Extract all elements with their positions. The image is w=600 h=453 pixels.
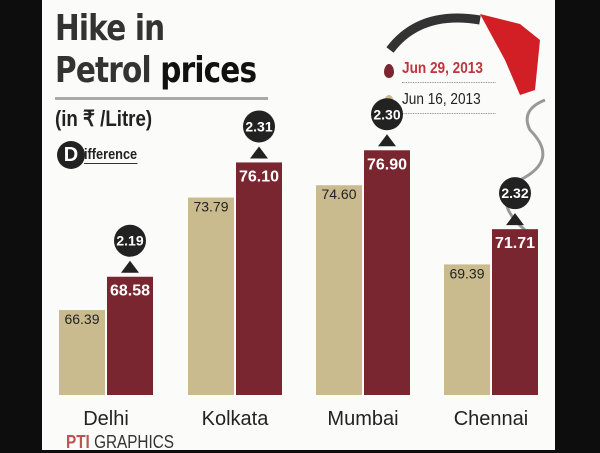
value-label-jun16: 74.60 [321, 186, 356, 202]
category-label: Kolkata [202, 408, 270, 430]
category-label: Mumbai [327, 408, 398, 430]
difference-label: ifference [84, 146, 138, 164]
value-label-jun29: 76.10 [239, 168, 279, 185]
bar-jun29-kolkata [236, 162, 282, 395]
difference-label: 2.30 [373, 106, 400, 122]
credit: PTI GRAPHICS [66, 432, 175, 452]
difference-label: 2.31 [245, 118, 272, 134]
bar-jun16-delhi [59, 310, 105, 395]
bar-jun29-delhi [107, 276, 153, 395]
fuel-nozzle-icon [386, 13, 546, 232]
difference-pointer [250, 146, 268, 159]
bar-jun29-chennai [492, 229, 538, 395]
difference-pointer [121, 260, 139, 273]
difference-pointer [506, 213, 524, 226]
difference-badge [371, 98, 403, 131]
category-label: Delhi [83, 408, 129, 430]
value-label-jun16: 69.39 [449, 265, 484, 281]
difference-label: 2.32 [501, 185, 528, 201]
legend-jun16: Jun 16, 2013 [402, 91, 496, 114]
title-line-2: Petrol prices [55, 50, 257, 91]
value-label-jun29: 68.58 [110, 283, 150, 300]
difference-badge [114, 224, 146, 257]
category-label: Chennai [454, 408, 529, 430]
title-line-1: Hike in [55, 8, 165, 49]
difference-pointer [378, 134, 396, 147]
bar-jun16-kolkata [188, 197, 234, 395]
value-label-jun29: 71.71 [495, 235, 535, 252]
difference-icon: D [57, 141, 85, 169]
bar-jun29-mumbai [364, 150, 410, 395]
value-label-jun16: 73.79 [193, 199, 228, 215]
difference-badge [243, 110, 275, 143]
difference-label: 2.19 [116, 233, 143, 249]
drop-icon-jun29 [384, 64, 394, 78]
value-label-jun29: 76.90 [367, 156, 407, 173]
title-rule [55, 97, 268, 100]
unit-label: (in ₹ /Litre) [55, 106, 153, 131]
bar-jun16-mumbai [316, 185, 362, 395]
difference-badge [499, 177, 531, 210]
value-label-jun16: 66.39 [64, 311, 99, 327]
legend-jun29: Jun 29, 2013 [402, 60, 496, 83]
bar-jun16-chennai [444, 264, 490, 395]
